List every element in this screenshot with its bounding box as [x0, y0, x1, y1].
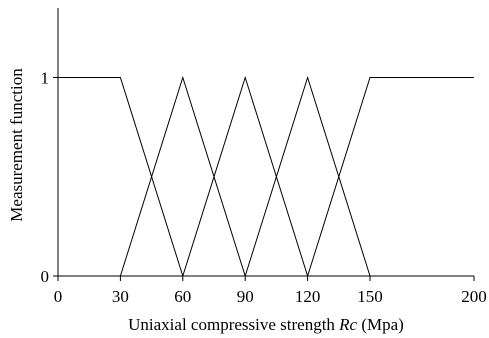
x-axis-label: Uniaxial compressive strength Rc (Mpa)	[128, 315, 404, 334]
series-line-1	[58, 76, 184, 277]
tick-layer: 0 30 60 90 120 150 200 0 1	[41, 68, 487, 306]
x-tick-label-150: 150	[357, 287, 383, 306]
x-tick-label-120: 120	[295, 287, 321, 306]
y-axis-label: Measurement function	[7, 68, 26, 222]
x-tick-label-60: 60	[174, 287, 191, 306]
x-axis-label-prefix: Uniaxial compressive strength	[128, 315, 339, 334]
x-axis-label-unit: (Mpa)	[357, 315, 404, 334]
series-line-5	[307, 76, 474, 277]
x-tick-label-90: 90	[237, 287, 254, 306]
series-line-2	[119, 75, 246, 277]
x-tick-label-30: 30	[112, 287, 129, 306]
x-tick-label-0: 0	[54, 287, 63, 306]
series-layer	[58, 75, 474, 277]
series-line-3	[182, 75, 309, 277]
y-tick-label-1: 1	[41, 68, 50, 87]
x-axis-label-variable: Rc	[338, 315, 357, 334]
y-tick-label-0: 0	[41, 267, 50, 286]
x-tick-label-200: 200	[461, 287, 487, 306]
series-line-4	[244, 75, 371, 277]
